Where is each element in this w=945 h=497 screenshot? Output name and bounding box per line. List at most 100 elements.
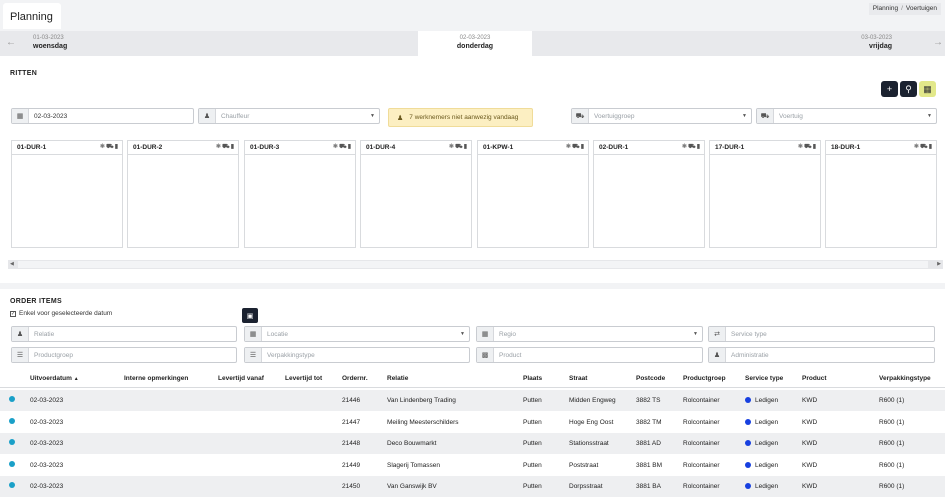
export-button[interactable]: ▦: [919, 81, 936, 97]
table-row[interactable]: 02-03-2023 21448 Deco Bouwmarkt Putten S…: [0, 433, 945, 454]
column-actions-icon[interactable]: ⚛⛟▮: [332, 144, 352, 150]
col-productgroep[interactable]: Productgroep: [683, 375, 726, 382]
column-actions-icon[interactable]: ⚛⛟▮: [448, 144, 468, 150]
table-row[interactable]: 02-03-2023 21447 Meiling Meesterschilder…: [0, 412, 945, 433]
export-icon: ▦: [923, 83, 932, 94]
col-straat[interactable]: Straat: [569, 375, 588, 382]
breadcrumb-item-planning[interactable]: Planning: [872, 5, 899, 12]
date-field[interactable]: ▦ 02-03-2023: [11, 108, 194, 124]
col-uitvoerdatum[interactable]: Uitvoerdatum ▲: [30, 375, 79, 382]
ritten-title: RITTEN: [10, 70, 38, 77]
cell-relatie: Slagerij Tomassen: [387, 462, 440, 469]
col-relatie[interactable]: Relatie: [387, 375, 409, 382]
vehicle-column-title: 01-DUR-2: [133, 144, 163, 151]
chauffeur-select[interactable]: ♟ Chauffeur ▼: [198, 108, 380, 124]
verpakkingstype-filter[interactable]: ☰ Verpakkingstype: [244, 347, 470, 363]
column-actions-icon[interactable]: ⚛⛟▮: [913, 144, 933, 150]
col-ordernr[interactable]: Ordernr.: [342, 375, 368, 382]
date-only-checkbox[interactable]: ✓ Enkel voor geselecteerde datum: [10, 310, 112, 317]
page-title: Planning: [10, 11, 53, 23]
col-levertijd-tot[interactable]: Levertijd tot: [285, 375, 323, 382]
cell-service: Ledigen: [745, 483, 778, 490]
col-verpakkingstype[interactable]: Verpakkingstype: [879, 375, 931, 382]
column-actions-icon[interactable]: ⚛⛟▮: [215, 144, 235, 150]
arrow-right-icon[interactable]: →: [933, 37, 943, 48]
col-postcode[interactable]: Postcode: [636, 375, 666, 382]
cell-plaats: Putten: [523, 483, 542, 490]
administratie-filter[interactable]: ♟ Administratie: [708, 347, 935, 363]
breadcrumb-item-voertuigen: Voertuigen: [905, 5, 937, 12]
user-icon: ♟: [12, 327, 29, 341]
col-interne-opmerkingen[interactable]: Interne opmerkingen: [124, 375, 189, 382]
delete-button[interactable]: ▣: [242, 308, 258, 323]
chevron-down-icon: ▼: [742, 113, 747, 119]
status-dot: [9, 418, 15, 424]
service-dot: [745, 440, 751, 446]
col-plaats[interactable]: Plaats: [523, 375, 543, 382]
status-dot: [9, 461, 15, 467]
verpakkingstype-placeholder: Verpakkingstype: [267, 351, 315, 359]
search-button[interactable]: ⚲: [900, 81, 917, 97]
checkbox-checked-icon[interactable]: ✓: [10, 310, 16, 317]
page-title-tab: Planning: [3, 3, 61, 29]
day-prev-name: woensdag: [33, 43, 68, 50]
cell-postcode: 3881 AD: [636, 440, 661, 447]
layers-icon: ☰: [245, 348, 262, 362]
cell-date: 02-03-2023: [30, 462, 64, 469]
table-row[interactable]: 02-03-2023 21450 Van Ganswijk BV Putten …: [0, 476, 945, 497]
building-icon: ▦: [245, 327, 262, 341]
arrow-left-icon[interactable]: ←: [6, 37, 16, 48]
day-next[interactable]: 03-03-2023 vrijdag: [861, 31, 892, 56]
cell-plaats: Putten: [523, 462, 542, 469]
add-button[interactable]: +: [881, 81, 898, 97]
day-prev[interactable]: 01-03-2023 woensdag: [33, 31, 67, 56]
relatie-placeholder: Relatie: [34, 330, 55, 338]
vehicle-column: 17-DUR-1 ⚛⛟▮: [709, 140, 821, 248]
vehicle-column-title: 02-DUR-1: [599, 144, 629, 151]
service-type-filter[interactable]: ⇄ Service type: [708, 326, 935, 342]
col-levertijd-vanaf[interactable]: Levertijd vanaf: [218, 375, 264, 382]
status-dot: [9, 439, 15, 445]
chevron-down-icon: ▼: [460, 331, 465, 337]
productgroep-placeholder: Productgroep: [34, 351, 74, 359]
column-actions-icon[interactable]: ⚛⛟▮: [565, 144, 585, 150]
scrollbar-thumb[interactable]: [18, 261, 928, 268]
vehicle-column-title: 01-DUR-3: [250, 144, 280, 151]
exchange-icon: ⇄: [709, 327, 726, 341]
col-service-type[interactable]: Service type: [745, 375, 784, 382]
cell-straat: Midden Engweg: [569, 397, 616, 404]
vehicles-icon: ⛟: [572, 109, 589, 123]
cell-date: 02-03-2023: [30, 419, 64, 426]
voertuiggroep-select[interactable]: ⛟ Voertuiggroep ▼: [571, 108, 752, 124]
order-items-title: ORDER ITEMS: [10, 298, 62, 305]
productgroep-filter[interactable]: ☰ Productgroep: [11, 347, 237, 363]
calendar-icon: ▦: [12, 109, 29, 123]
chevron-down-icon: ▼: [693, 331, 698, 337]
day-current: 02-03-2023 donderdag: [418, 31, 532, 56]
scroll-right-icon[interactable]: ▶: [937, 261, 941, 267]
scroll-left-icon[interactable]: ◀: [10, 261, 14, 267]
cell-verpakking: R600 (1): [879, 419, 905, 426]
column-actions-icon[interactable]: ⚛⛟▮: [797, 144, 817, 150]
cell-straat: Stationsstraat: [569, 440, 609, 447]
cell-ordernr: 21447: [342, 419, 361, 426]
table-row[interactable]: 02-03-2023 21449 Slagerij Tomassen Putte…: [0, 455, 945, 476]
day-prev-date: 01-03-2023: [33, 35, 64, 41]
cell-postcode: 3882 TS: [636, 397, 661, 404]
cell-postcode: 3882 TM: [636, 419, 662, 426]
user-alert-icon: ♟: [397, 114, 404, 122]
horizontal-scrollbar[interactable]: ◀ ▶: [8, 260, 943, 269]
voertuig-select[interactable]: ⛟ Voertuig ▼: [756, 108, 937, 124]
col-product[interactable]: Product: [802, 375, 827, 382]
vehicle-column: 18-DUR-1 ⚛⛟▮: [825, 140, 937, 248]
day-navigation: ← 01-03-2023 woensdag 02-03-2023 donderd…: [0, 31, 945, 56]
column-actions-icon[interactable]: ⚛⛟▮: [99, 144, 119, 150]
product-filter[interactable]: ▩ Product: [476, 347, 703, 363]
cell-service: Ledigen: [745, 440, 778, 447]
locatie-filter[interactable]: ▦ Locatie ▼: [244, 326, 470, 342]
relatie-filter[interactable]: ♟ Relatie: [11, 326, 237, 342]
table-row[interactable]: 02-03-2023 21446 Van Lindenberg Trading …: [0, 390, 945, 411]
chevron-down-icon: ▼: [370, 113, 375, 119]
column-actions-icon[interactable]: ⚛⛟▮: [681, 144, 701, 150]
regio-filter[interactable]: ▦ Regio ▼: [476, 326, 703, 342]
